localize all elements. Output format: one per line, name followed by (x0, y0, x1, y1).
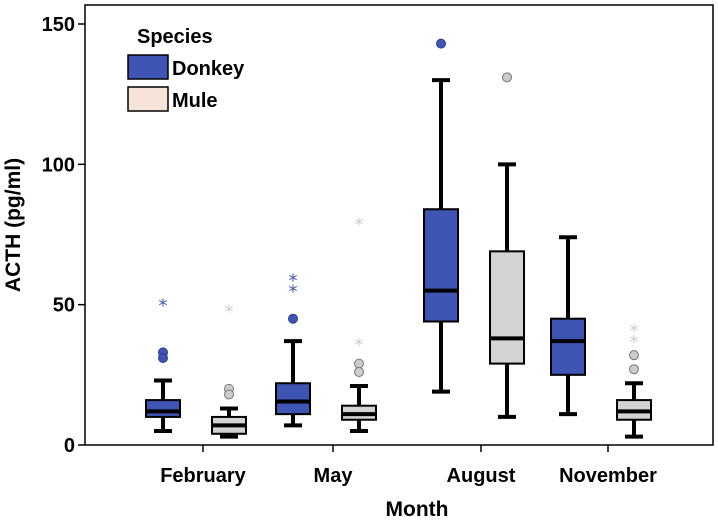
x-tick-label: February (160, 465, 246, 487)
extreme-point: * (225, 301, 234, 322)
outlier-point (629, 364, 639, 375)
x-tick-label: May (314, 465, 354, 487)
extreme-point: * (289, 270, 298, 291)
outlier-point (502, 72, 512, 83)
extreme-point: * (630, 332, 639, 353)
extreme-point: * (159, 296, 168, 317)
iqr-box (145, 399, 181, 418)
extreme-point: * (630, 321, 639, 342)
box-mule-may: ** (341, 214, 377, 433)
y-tick-label: 0 (64, 435, 75, 457)
x-axis: February May August November (160, 445, 657, 487)
y-axis-title: ACTH (pg/ml) (2, 158, 25, 292)
x-axis-title: Month (386, 498, 449, 521)
legend: Species Donkey Mule (127, 26, 245, 112)
box-donkey-november (550, 235, 586, 417)
iqr-box (275, 382, 311, 416)
y-tick-label: 150 (42, 14, 75, 36)
box-series: ******** (145, 38, 652, 439)
legend-label-donkey: Donkey (172, 58, 245, 80)
outlier-point (158, 352, 168, 363)
extreme-point: * (355, 214, 364, 235)
legend-title: Species (137, 26, 213, 48)
plot-area (84, 4, 714, 446)
box-donkey-august (423, 38, 459, 394)
outlier-point (354, 367, 364, 378)
outlier-point (436, 38, 446, 49)
box-donkey-february: * (145, 296, 181, 433)
y-tick-label: 50 (53, 295, 75, 317)
outlier-point (629, 350, 639, 361)
outlier-point (224, 389, 234, 400)
x-tick-label: August (447, 465, 516, 487)
outlier-point (354, 358, 364, 369)
extreme-point: * (289, 282, 298, 303)
box-mule-august (489, 72, 525, 419)
extreme-point: * (355, 335, 364, 356)
box-mule-november: ** (616, 321, 652, 439)
legend-label-mule: Mule (172, 90, 218, 112)
iqr-box (423, 208, 459, 323)
x-tick-label: November (559, 465, 657, 487)
iqr-box (489, 250, 525, 365)
outlier-point (288, 313, 298, 324)
y-tick-label: 100 (42, 154, 75, 176)
box-donkey-may: ** (275, 270, 311, 428)
legend-swatch-mule (127, 86, 169, 112)
y-axis: 0 50 100 150 (42, 14, 85, 457)
iqr-box (550, 317, 586, 376)
legend-swatch-donkey (127, 54, 169, 80)
box-mule-february: * (211, 301, 247, 439)
